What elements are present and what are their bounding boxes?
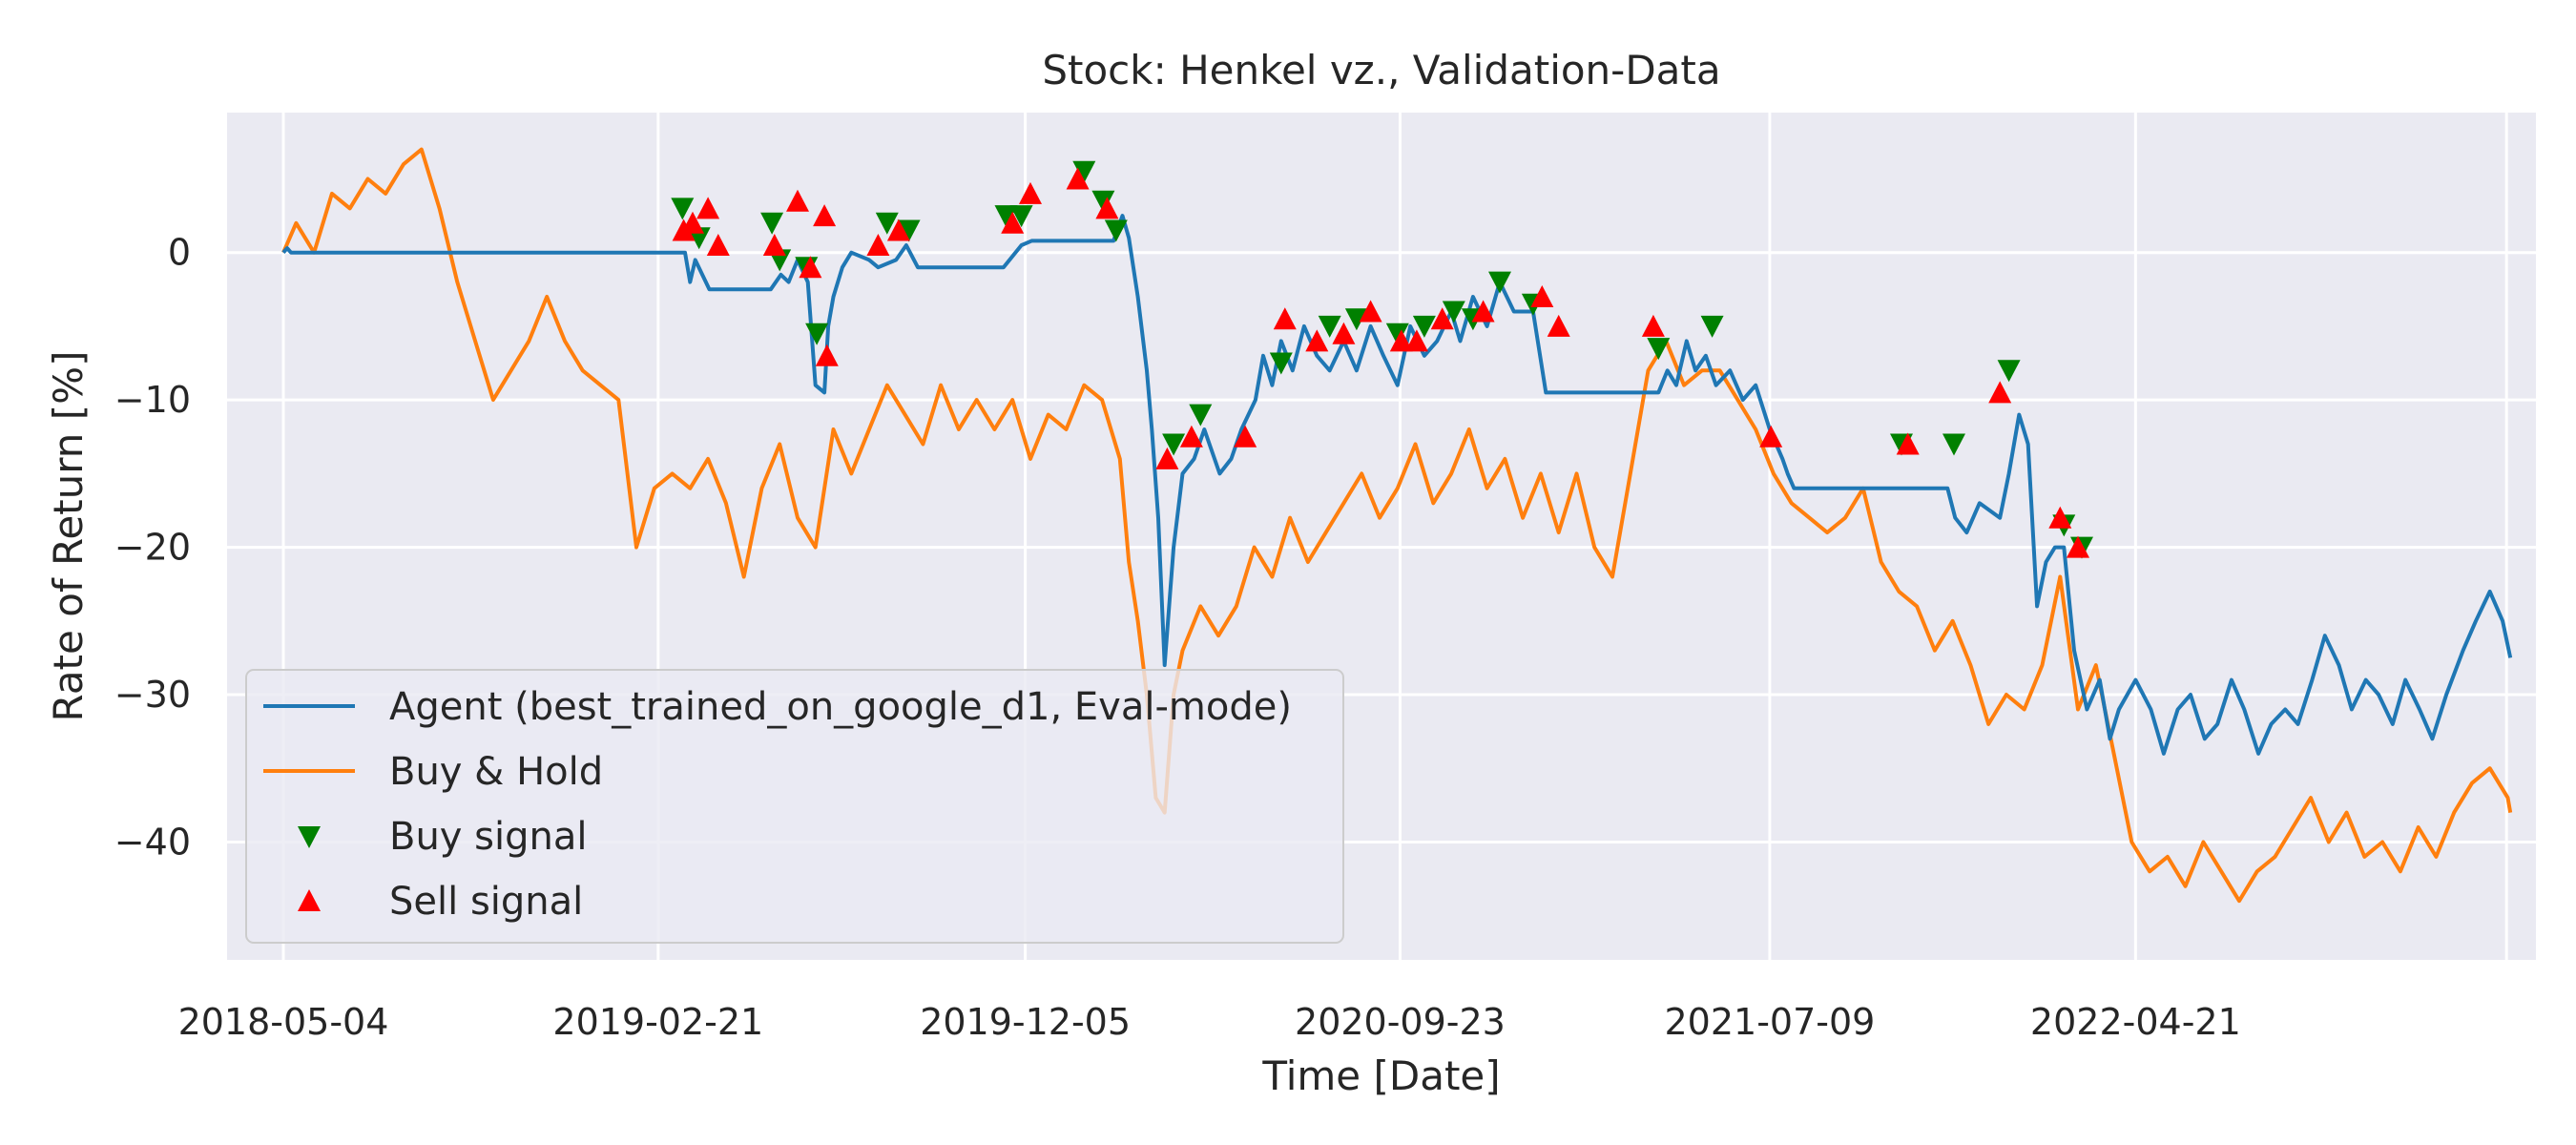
- sell-signal-marker: [2067, 535, 2089, 558]
- buy-signal-marker: [1942, 433, 1965, 456]
- sell-signal-marker: [696, 197, 720, 219]
- buy-signal-marker: [1647, 338, 1671, 361]
- sell-signal-marker: [1095, 197, 1119, 219]
- y-tick-label: −20: [114, 527, 191, 569]
- x-tick-label: 2019-12-05: [920, 1001, 1131, 1043]
- legend-buy-hold-label: Buy & Hold: [389, 750, 603, 794]
- sell-signal-marker: [2048, 506, 2072, 529]
- y-tick-label: −30: [114, 674, 191, 716]
- sell-signal-marker: [1305, 329, 1329, 352]
- buy-signal-marker: [1091, 190, 1115, 213]
- buy-signal-marker: [1344, 308, 1368, 331]
- sell-signal-marker: [1759, 425, 1783, 448]
- buy-hold-line: [281, 147, 2513, 904]
- sell-signal-marker: [1389, 329, 1413, 352]
- buy-signal-marker: [1072, 160, 1096, 183]
- y-tick-label: −40: [114, 821, 191, 863]
- buy-signal-marker: [994, 205, 1018, 228]
- legend-sell-marker: [298, 889, 321, 911]
- sell-signal-marker: [866, 234, 890, 256]
- sell-signal-marker: [1273, 307, 1297, 330]
- buy-signal-marker: [1412, 315, 1436, 338]
- buy-signal-marker: [1442, 301, 1465, 323]
- buy-signal-marker: [897, 219, 921, 242]
- sell-signal-marker: [786, 189, 809, 212]
- sell-signal-marker: [1547, 314, 1570, 337]
- x-tick-label: 2022-04-21: [2030, 1001, 2241, 1043]
- sell-signal-marker: [813, 204, 837, 227]
- plot-area: [281, 147, 2513, 904]
- buy-signal-marker: [1488, 271, 1511, 294]
- buy-signal-marker: [1997, 360, 2021, 383]
- y-tick-label: −10: [114, 379, 191, 421]
- sell-signal-marker: [1471, 300, 1495, 323]
- y-axis: 0 −10 −20 −30 −40: [114, 232, 191, 864]
- x-tick-label: 2020-09-23: [1295, 1001, 1506, 1043]
- x-tick-label: 2021-07-09: [1664, 1001, 1875, 1043]
- legend: Agent (best_trained_on_google_d1, Eval-m…: [245, 669, 1344, 944]
- sell-signal-marker: [1001, 211, 1025, 234]
- buy-signal-marker: [1009, 205, 1033, 228]
- sell-signal-marker: [1179, 425, 1203, 448]
- chart-title: Stock: Henkel vz., Validation-Data: [1042, 47, 1720, 94]
- buy-signal-marker: [1700, 315, 1724, 338]
- buy-signal-marker: [805, 323, 829, 345]
- sell-signal-marker: [681, 211, 704, 234]
- legend-buy-marker: [298, 826, 321, 848]
- sell-signal-marker: [1332, 322, 1356, 344]
- buy-signal-marker: [1189, 404, 1213, 427]
- sell-signal-marker: [886, 219, 910, 241]
- sell-signal-marker: [706, 234, 730, 256]
- sell-signal-marker: [1430, 307, 1454, 330]
- buy-signal-marker: [1318, 315, 1341, 338]
- sell-signal-marker: [1155, 447, 1179, 469]
- sell-signal-marker: [1359, 300, 1382, 323]
- sell-signal-marker: [1988, 381, 2012, 404]
- legend-buy-label: Buy signal: [389, 815, 588, 859]
- sell-signal-marker: [1234, 425, 1257, 448]
- sell-signal-marker: [815, 344, 839, 366]
- legend-agent-label: Agent (best_trained_on_google_d1, Eval-m…: [389, 685, 1292, 729]
- buy-signal-marker: [1385, 323, 1409, 345]
- buy-signal-marker: [1104, 219, 1128, 242]
- sell-signal-marker: [1404, 329, 1428, 352]
- sell-signal-marker: [762, 234, 786, 256]
- legend-box: [245, 669, 1344, 944]
- sell-signal-marker: [1530, 285, 1554, 307]
- buy-signal-marker: [760, 212, 784, 235]
- buy-signal-marker: [1162, 433, 1186, 456]
- agent-line: [281, 214, 2513, 756]
- buy-signal-marker: [875, 212, 899, 235]
- x-tick-label: 2019-02-21: [552, 1001, 763, 1043]
- x-tick-label: 2018-05-04: [178, 1001, 389, 1043]
- buy-signal-marker: [671, 198, 695, 220]
- buy-signal-marker: [1269, 352, 1293, 375]
- y-axis-title: Rate of Return [%]: [45, 351, 92, 722]
- x-axis-title: Time [Date]: [1261, 1052, 1500, 1099]
- sell-signal-marker: [1066, 167, 1090, 190]
- sell-signal-marker: [1641, 314, 1665, 337]
- sell-signal-marker: [1896, 432, 1920, 455]
- sell-signal-marker: [799, 256, 822, 279]
- y-tick-label: 0: [168, 232, 191, 274]
- x-axis: 2018-05-04 2019-02-21 2019-12-05 2020-09-23…: [178, 1001, 2241, 1043]
- sell-signal-marker: [1019, 181, 1042, 204]
- legend-sell-label: Sell signal: [389, 880, 583, 924]
